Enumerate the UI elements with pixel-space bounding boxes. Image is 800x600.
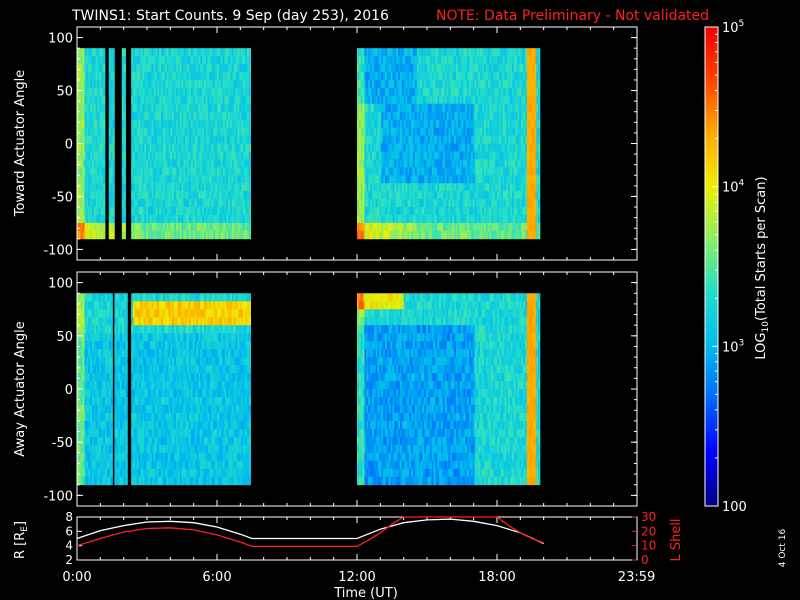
y-left-tick-label: 6 bbox=[65, 524, 73, 538]
radius-series-line bbox=[76, 518, 544, 545]
y-tick-label: 100 bbox=[48, 277, 73, 292]
y-right-tick-label: 30 bbox=[641, 510, 656, 524]
colorbar-label: LOG10(Total Starts per Scan) bbox=[754, 176, 771, 359]
toward-ylabel: Toward Actuator Angle bbox=[13, 70, 28, 217]
colorbar-frame bbox=[704, 26, 719, 507]
x-tick-label: 18:00 bbox=[478, 570, 515, 585]
y-tick-label: 0 bbox=[65, 383, 73, 398]
y-tick-label: -50 bbox=[52, 190, 73, 205]
colorbar-tick-label: 104 bbox=[722, 179, 745, 196]
y-tick-label: 0 bbox=[65, 138, 73, 153]
y-right-tick-label: 0 bbox=[641, 553, 649, 567]
x-axis-label: Time (UT) bbox=[333, 586, 398, 600]
colorbar: 105 104 103 100 bbox=[704, 19, 747, 515]
heatmap-cells bbox=[77, 293, 541, 486]
y-right-tick-label: 10 bbox=[641, 539, 656, 553]
colorbar-tick-label: 103 bbox=[722, 338, 744, 355]
x-tick-label: 12:00 bbox=[338, 570, 375, 585]
y-tick-label: -100 bbox=[43, 243, 73, 258]
y-tick-label: -100 bbox=[43, 489, 73, 504]
orbit-ylabel-left: R [RE] bbox=[13, 521, 30, 559]
date-stamp: 4 Oct 16 bbox=[778, 528, 788, 567]
toward-heatmap-panel: 100 50 0 -50 -100 bbox=[43, 26, 638, 261]
away-heatmap-panel: 100 50 0 -50 -100 bbox=[43, 271, 638, 507]
y-tick-label: 100 bbox=[48, 32, 73, 47]
orbit-ylabel-right: L Shell bbox=[669, 518, 684, 561]
x-tick-label: 6:00 bbox=[202, 570, 231, 585]
y-tick-label: 50 bbox=[56, 330, 73, 345]
y-left-tick-label: 4 bbox=[65, 539, 73, 553]
chart-note: NOTE: Data Preliminary - Not validated bbox=[436, 8, 709, 24]
colorbar-tick-label: 100 bbox=[722, 500, 747, 515]
colorbar-tick-label: 105 bbox=[722, 19, 744, 36]
x-tick-label: 0:00 bbox=[62, 570, 91, 585]
heatmap-cells bbox=[77, 48, 541, 240]
chart-title: TWINS1: Start Counts. 9 Sep (day 253), 2… bbox=[71, 8, 389, 24]
lshell-series-line bbox=[76, 516, 544, 548]
y-tick-label: -50 bbox=[52, 436, 73, 451]
away-ylabel: Away Actuator Angle bbox=[13, 321, 28, 456]
y-right-tick-label: 20 bbox=[641, 524, 656, 538]
y-left-tick-label: 8 bbox=[65, 510, 73, 524]
x-tick-label: 23:59 bbox=[618, 570, 655, 585]
y-left-tick-label: 2 bbox=[65, 553, 73, 567]
y-tick-label: 50 bbox=[56, 85, 73, 100]
colorbar-gradient bbox=[705, 27, 718, 506]
